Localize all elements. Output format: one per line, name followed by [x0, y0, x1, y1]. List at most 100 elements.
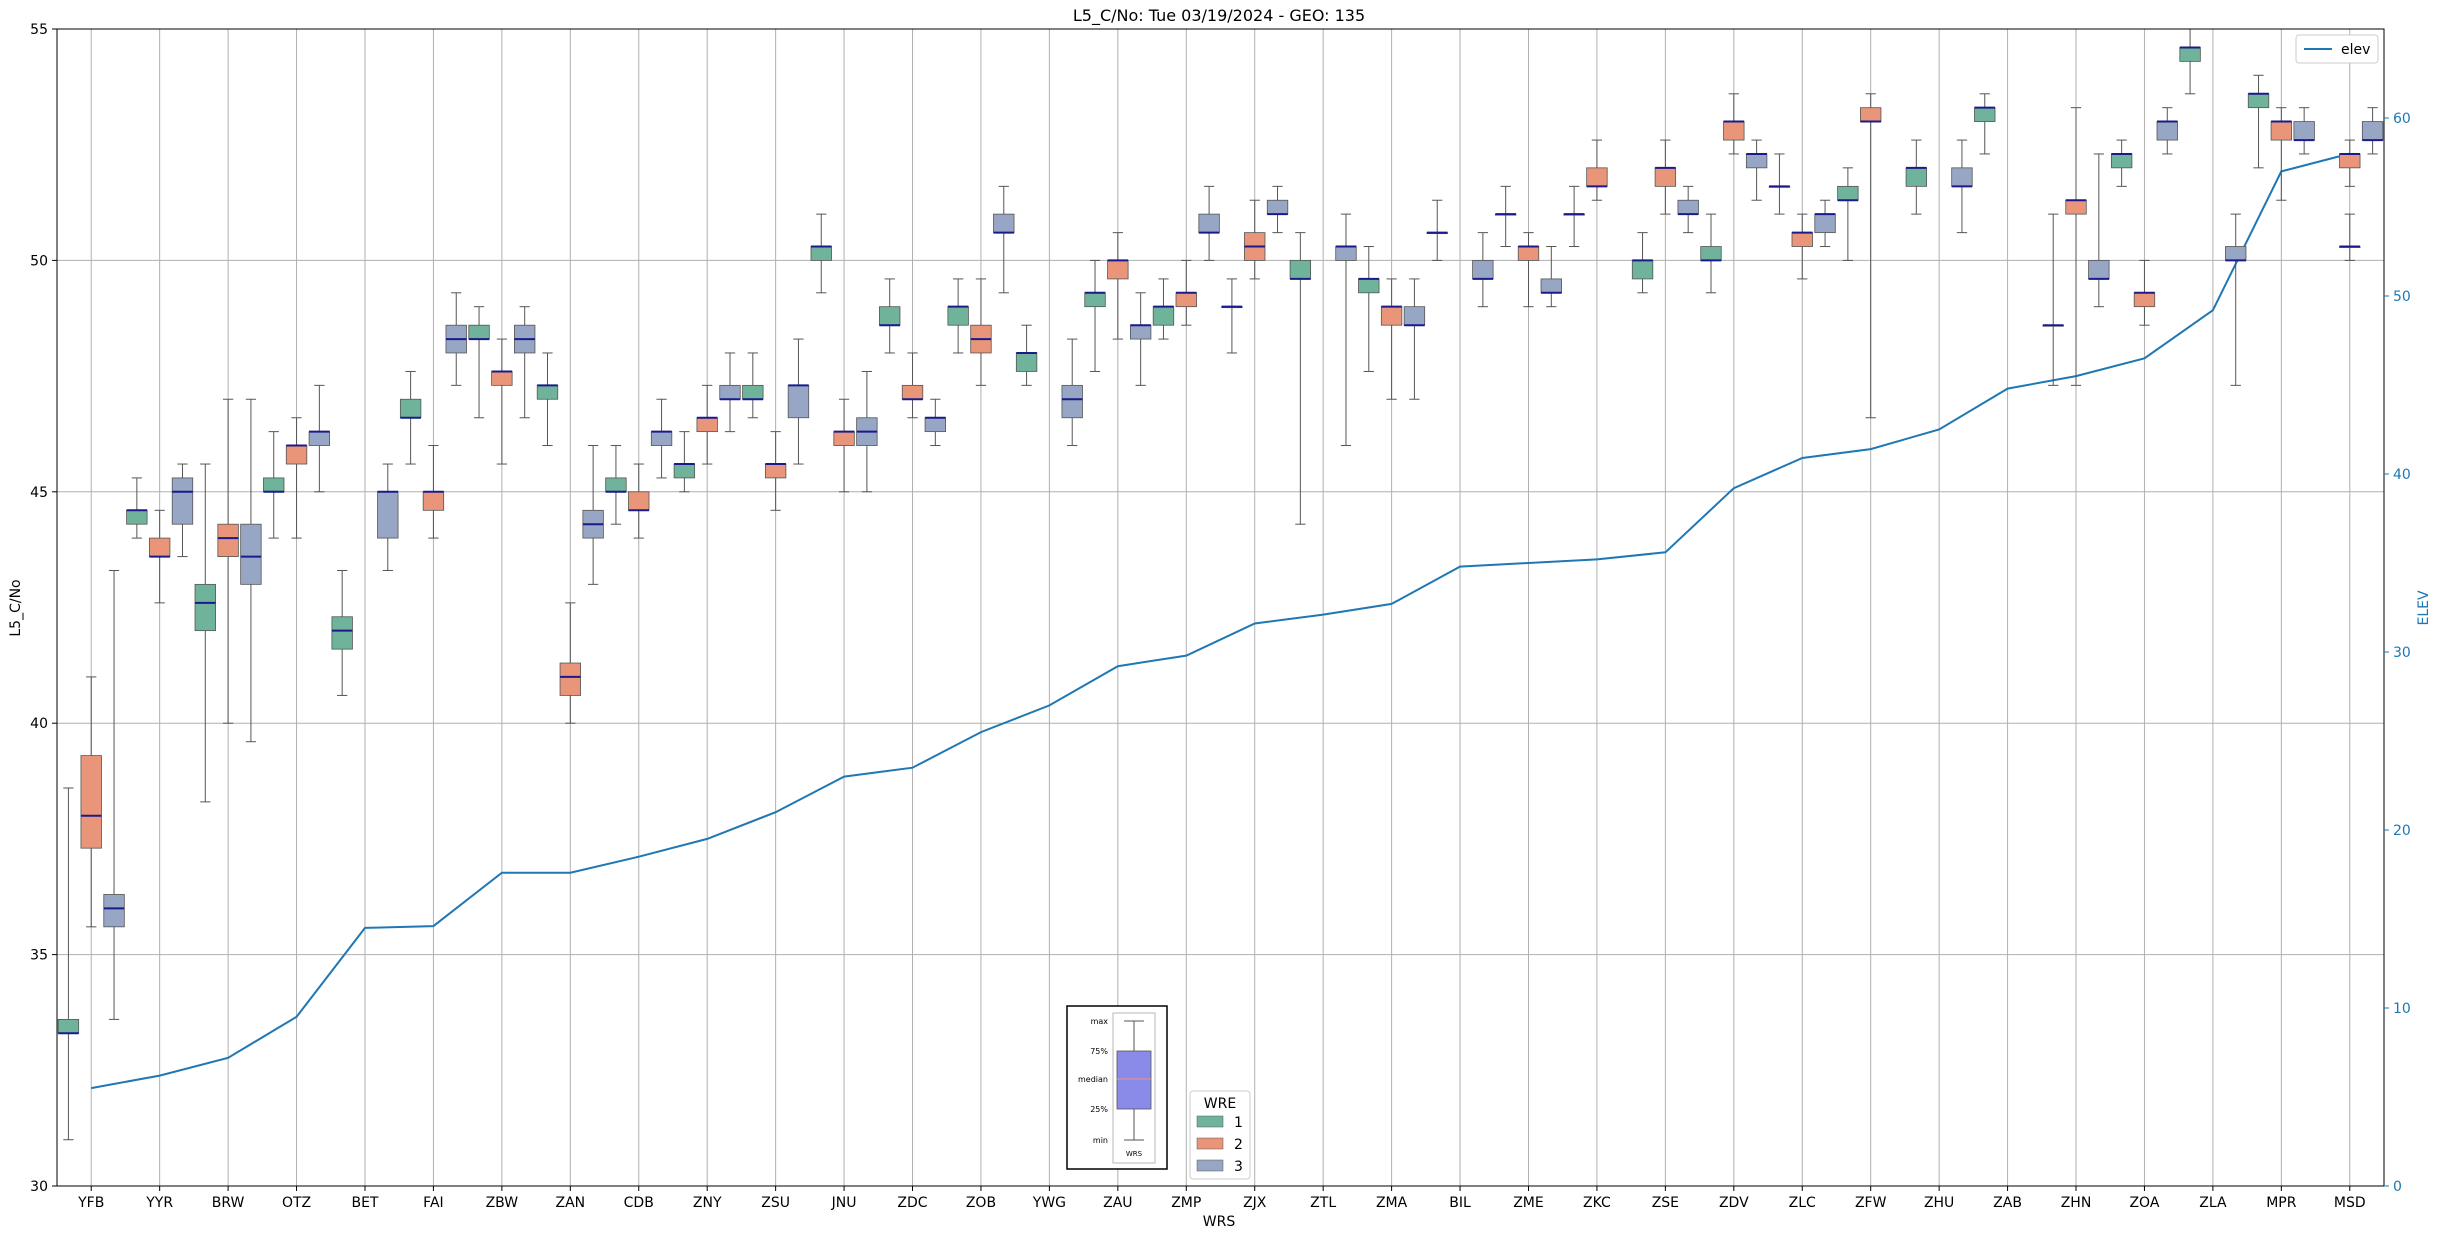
box-iqr	[901, 384, 924, 400]
wre-legend-frame	[1189, 1090, 1251, 1180]
box-wre3-ztl	[1335, 213, 1357, 447]
box-plots	[57, 28, 2384, 1141]
plot-frame	[56, 28, 2385, 1187]
box-wre1-zan	[536, 352, 559, 447]
box-iqr	[833, 431, 855, 446]
box-wre3-cdb	[650, 398, 673, 479]
box-wre2-yyr	[148, 509, 171, 604]
box-key-label-max: max	[1091, 1017, 1109, 1026]
box-iqr	[1403, 306, 1426, 326]
box-wre2-zse	[1654, 139, 1677, 215]
x-tick-label: ZOA	[2129, 1195, 2159, 1211]
box-wre3-zme	[1540, 246, 1562, 308]
x-tick-label: ZAN	[555, 1195, 585, 1211]
box-iqr	[2133, 292, 2156, 308]
x-tick-label: ZAU	[1103, 1195, 1132, 1211]
box-iqr	[399, 398, 422, 419]
box-wre1-ywg	[1015, 324, 1038, 386]
box-iqr	[2339, 153, 2361, 169]
box-iqr	[2361, 121, 2384, 141]
box-wre3-zau	[1129, 292, 1152, 386]
x-tick-label: ZTL	[1310, 1195, 1336, 1211]
box-wre2-zmp	[1175, 259, 1197, 326]
x-tick-label: YYR	[145, 1195, 173, 1211]
box-iqr	[628, 491, 650, 511]
box-wre1-yfb	[57, 787, 80, 1141]
box-iqr	[536, 384, 559, 400]
box-iqr	[1517, 246, 1540, 261]
box-iqr	[787, 384, 810, 419]
box-wre2-zhn	[2065, 107, 2087, 386]
box-wre3-zdv	[1745, 139, 1768, 201]
wre-legend-title: WRE	[1204, 1096, 1236, 1112]
x-tick-label: ZMA	[1376, 1195, 1408, 1211]
box-iqr	[810, 246, 832, 261]
box-wre2-zau	[1107, 232, 1129, 340]
box-wre3-zse	[1677, 185, 1699, 234]
box-wre3-zoa	[2156, 107, 2178, 155]
box-iqr	[263, 477, 285, 493]
x-tick-label: MPR	[2266, 1195, 2297, 1211]
box-iqr	[1289, 259, 1312, 280]
box-wre2-zkc	[1586, 139, 1608, 201]
y-tick-label: 45	[30, 485, 48, 501]
box-wre1-zme	[1495, 185, 1517, 248]
box-wre1-zse	[1631, 232, 1654, 294]
box-wre2-zlc	[1791, 213, 1813, 280]
box-wre1-zma	[1358, 246, 1380, 372]
box-wre2-brw	[217, 398, 239, 724]
x-tick-label: ZSE	[1652, 1195, 1679, 1211]
box-wre1-yyr	[126, 477, 148, 539]
box-key-label-75: 75%	[1090, 1047, 1108, 1056]
box-iqr	[2225, 246, 2247, 261]
box-iqr	[171, 477, 194, 525]
box-wre2-yfb	[80, 676, 102, 928]
wre-legend-swatch-1	[1196, 1115, 1224, 1128]
box-iqr	[2110, 153, 2133, 169]
box-iqr	[696, 417, 718, 433]
x-tick-label: ZAB	[1993, 1195, 2022, 1211]
box-wre3-zny	[719, 352, 741, 433]
box-iqr	[422, 491, 445, 511]
x-tick-label: BIL	[1449, 1195, 1471, 1211]
box-iqr	[1540, 278, 1562, 294]
box-wre1-bil	[1426, 199, 1448, 261]
box-iqr	[993, 213, 1015, 234]
box-wre2-jnu	[833, 398, 855, 493]
y2-tick-label: 40	[2393, 467, 2411, 483]
box-iqr	[1745, 153, 1768, 169]
box-iqr	[2293, 121, 2315, 141]
box-iqr	[1631, 259, 1654, 280]
box-wre3-ywg	[1061, 338, 1083, 447]
y2-tick-label: 60	[2393, 111, 2411, 127]
x-tick-label: ZSU	[761, 1195, 790, 1211]
box-wre2-fai	[422, 445, 445, 539]
box-iqr	[194, 583, 216, 632]
y-tick-label: 30	[30, 1179, 48, 1195]
box-iqr	[947, 306, 969, 326]
y2-tick-label: 50	[2393, 289, 2411, 305]
box-iqr	[1700, 246, 1722, 261]
box-wre1-zab	[1974, 93, 1996, 155]
box-wre3-zlc	[1814, 199, 1836, 248]
box-wre1-zfw	[1837, 167, 1859, 261]
box-iqr	[559, 662, 581, 696]
x-tick-label: ZKC	[1583, 1195, 1611, 1211]
box-key-xlabel: WRS	[1126, 1150, 1143, 1158]
box-wre1-zhu	[1905, 139, 1927, 215]
box-iqr	[1335, 246, 1357, 261]
box-key-label-min: min	[1093, 1136, 1108, 1145]
y-tick-label: 50	[30, 253, 48, 269]
box-key-inner-frame	[1112, 1012, 1156, 1164]
box-wre3-fai	[445, 292, 467, 386]
box-iqr	[1266, 199, 1289, 215]
box-wre3-bet	[377, 463, 399, 571]
x-tick-label: YWG	[1032, 1195, 1066, 1211]
box-iqr	[879, 306, 901, 326]
wre-legend-label-3: 3	[1234, 1159, 1243, 1175]
box-wre2-zfw	[1860, 93, 1882, 419]
box-wre2-cdb	[628, 463, 650, 539]
box-wre2-otz	[285, 417, 308, 539]
x-tick-label: ZDC	[897, 1195, 927, 1211]
